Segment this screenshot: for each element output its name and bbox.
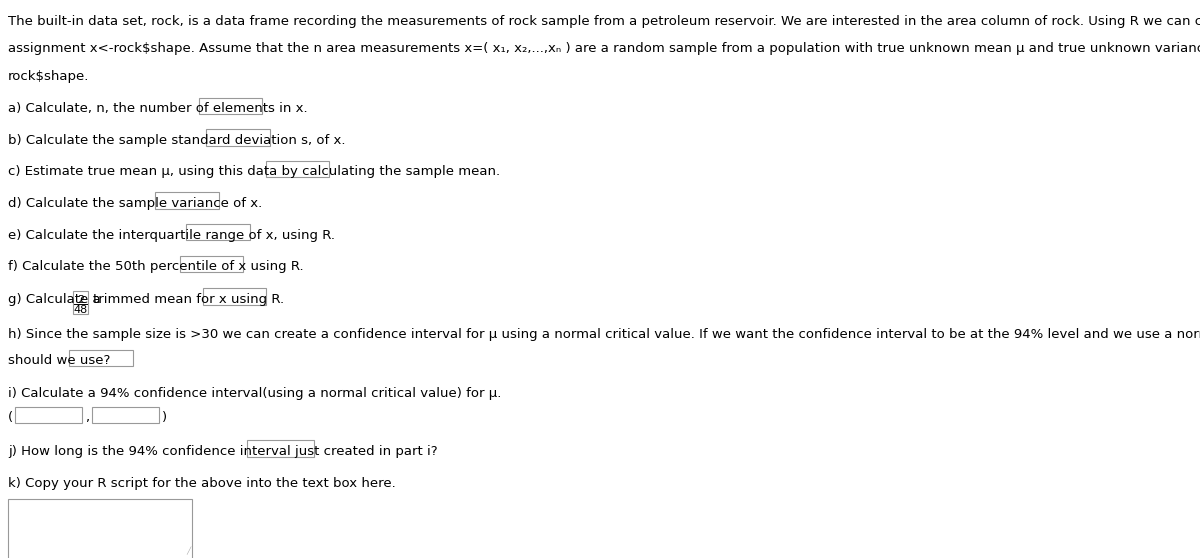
FancyBboxPatch shape	[265, 161, 329, 177]
FancyBboxPatch shape	[203, 288, 266, 305]
Text: j) How long is the 94% confidence interval just created in part i?: j) How long is the 94% confidence interv…	[7, 445, 437, 458]
Text: g) Calculate a: g) Calculate a	[7, 293, 101, 306]
Text: trimmed mean for x using R.: trimmed mean for x using R.	[94, 293, 284, 306]
Text: ╱: ╱	[186, 547, 191, 555]
FancyBboxPatch shape	[7, 499, 192, 558]
FancyBboxPatch shape	[92, 407, 160, 423]
Text: ): )	[162, 411, 167, 424]
Text: 2: 2	[77, 295, 84, 305]
FancyBboxPatch shape	[16, 407, 83, 423]
Text: 48: 48	[73, 305, 88, 315]
FancyBboxPatch shape	[247, 440, 314, 456]
Text: h) Since the sample size is >30 we can create a confidence interval for μ using : h) Since the sample size is >30 we can c…	[7, 328, 1200, 341]
Text: assignment x<-rock$shape. Assume that the n area measurements x=( x₁, x₂,...,xₙ : assignment x<-rock$shape. Assume that th…	[7, 42, 1200, 55]
Text: e) Calculate the interquartile range of x, using R.: e) Calculate the interquartile range of …	[7, 229, 335, 242]
Text: should we use?: should we use?	[7, 354, 110, 368]
Text: c) Estimate true mean μ, using this data by calculating the sample mean.: c) Estimate true mean μ, using this data…	[7, 165, 500, 179]
FancyBboxPatch shape	[156, 193, 220, 209]
Text: a) Calculate, n, the number of elements in x.: a) Calculate, n, the number of elements …	[7, 102, 307, 115]
Text: rock$shape.: rock$shape.	[7, 70, 89, 83]
Text: (: (	[7, 411, 13, 424]
FancyBboxPatch shape	[206, 129, 270, 146]
FancyBboxPatch shape	[73, 291, 88, 314]
FancyBboxPatch shape	[180, 256, 244, 272]
Text: The built-in data set, rock, is a data frame recording the measurements of rock : The built-in data set, rock, is a data f…	[7, 15, 1200, 28]
Text: i) Calculate a 94% confidence interval(using a normal critical value) for μ.: i) Calculate a 94% confidence interval(u…	[7, 387, 502, 400]
Text: k) Copy your R script for the above into the text box here.: k) Copy your R script for the above into…	[7, 477, 396, 489]
Text: ,: ,	[85, 411, 89, 424]
FancyBboxPatch shape	[186, 224, 250, 240]
Text: d) Calculate the sample variance of x.: d) Calculate the sample variance of x.	[7, 197, 262, 210]
FancyBboxPatch shape	[199, 98, 263, 114]
FancyBboxPatch shape	[70, 350, 133, 366]
Text: b) Calculate the sample standard deviation s, of x.: b) Calculate the sample standard deviati…	[7, 134, 346, 147]
Text: f) Calculate the 50th percentile of x using R.: f) Calculate the 50th percentile of x us…	[7, 260, 304, 273]
